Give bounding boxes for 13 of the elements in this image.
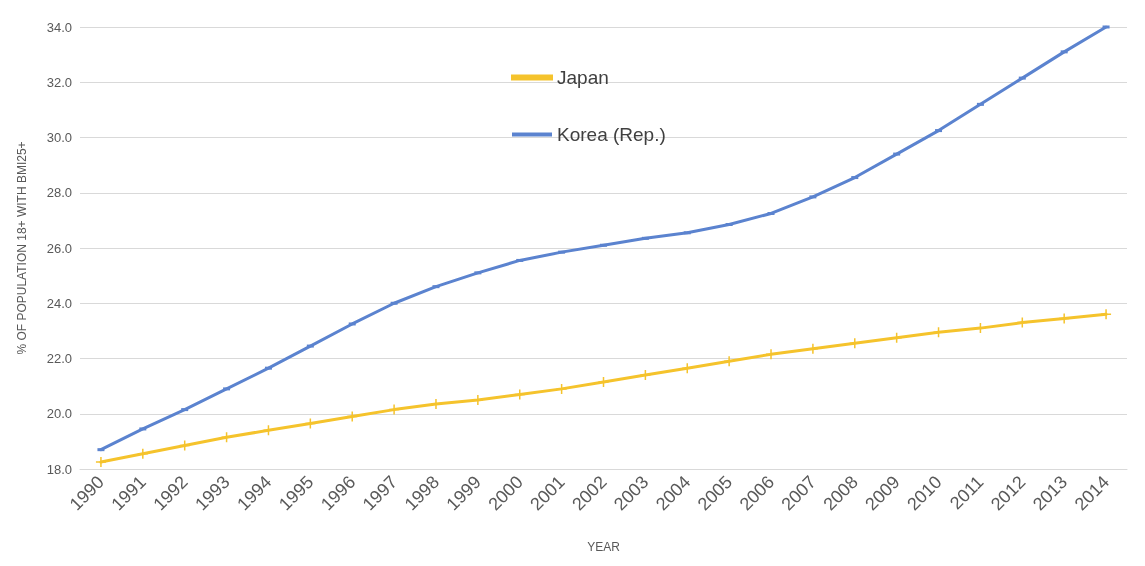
y-tick-label: 20.0 <box>46 406 72 422</box>
y-tick-label: 30.0 <box>46 130 72 145</box>
legend-label: Japan <box>557 67 609 88</box>
y-tick-label: 26.0 <box>46 240 72 256</box>
y-tick-label: 28.0 <box>46 185 72 201</box>
y-axis-title: % OF POPULATION 18+ WITH BMI25+ <box>15 141 29 355</box>
y-tick-label: 32.0 <box>46 74 72 90</box>
y-tick-label: 24.0 <box>46 295 72 311</box>
legend-label: Korea (Rep.) <box>557 124 666 145</box>
y-tick-label: 22.0 <box>46 351 72 366</box>
x-axis-title: YEAR <box>587 540 621 554</box>
y-tick-label: 34.0 <box>46 19 72 35</box>
y-tick-label: 18.0 <box>46 461 72 477</box>
